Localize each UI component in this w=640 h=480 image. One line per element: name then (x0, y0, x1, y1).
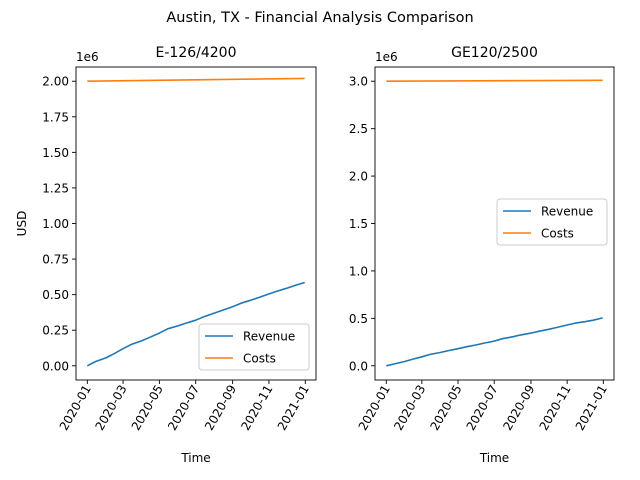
legend-label-costs: Costs (243, 352, 276, 366)
y-tick-label: 1.25 (42, 181, 69, 195)
y-tick-label: 0.50 (42, 288, 69, 302)
x-tick-label: 2020-09 (202, 383, 239, 433)
y-tick-label: 0.00 (42, 359, 69, 373)
y-axis-label: USD (15, 211, 29, 237)
y-offset-label: 1e6 (76, 50, 99, 64)
y-tick-label: 1.5 (349, 217, 368, 231)
x-tick-label: 2020-11 (238, 383, 275, 433)
y-tick-label: 0.5 (349, 312, 368, 326)
x-tick-label: 2020-03 (92, 383, 129, 433)
y-tick-label: 2.5 (349, 122, 368, 136)
legend: Revenue Costs (496, 198, 608, 246)
y-tick-label: 3.0 (349, 75, 368, 89)
x-tick-label: 2020-05 (129, 383, 166, 433)
figure-suptitle: Austin, TX - Financial Analysis Comparis… (166, 10, 473, 26)
y-tick-label: 2.00 (42, 75, 69, 89)
x-tick-label: 2020-01 (57, 383, 94, 433)
y-tick-label: 1.00 (42, 217, 69, 231)
y-offset-label: 1e6 (375, 50, 398, 64)
y-tick-label: 1.75 (42, 110, 69, 124)
x-tick-label: 2021-01 (275, 383, 312, 433)
series-line-revenue (86, 281, 305, 367)
x-axis-label: Time (180, 451, 210, 465)
x-tick-label: 2021-01 (573, 383, 610, 433)
x-axis-label: Time (479, 451, 509, 465)
legend-label-revenue: Revenue (243, 330, 295, 344)
x-tick-label: 2020-01 (356, 383, 393, 433)
axes-title: E-126/4200 (156, 45, 237, 61)
x-tick-label: 2020-09 (500, 383, 537, 433)
y-tick-label: 0.25 (42, 324, 69, 338)
legend: Revenue Costs (198, 323, 310, 371)
panel-e126: E-126/4200 1e6 0.00 0.25 0.50 0.75 1.00 1.25 1.5… (15, 45, 317, 465)
x-tick-label: 2020-03 (391, 383, 428, 433)
series-line-costs (87, 77, 305, 82)
axes-frame (374, 66, 615, 381)
axes-title: GE120/2500 (451, 45, 538, 61)
series-line-costs (386, 79, 603, 82)
legend-label-revenue: Revenue (541, 205, 593, 219)
x-tick-label: 2020-07 (165, 383, 202, 433)
legend-label-costs: Costs (541, 227, 574, 241)
series-line-revenue (386, 317, 603, 367)
y-tick-label: 1.50 (42, 146, 69, 160)
axes-frame (75, 66, 317, 381)
y-tick-label: 1.0 (349, 264, 368, 278)
y-tick-label: 0.75 (42, 253, 69, 267)
panel-ge120: GE120/2500 1e6 0.0 0.5 1.0 1.5 2.0 2.5 3.0 2020-0… (349, 45, 615, 465)
x-tick-label: 2020-11 (537, 383, 574, 433)
x-tick-label: 2020-07 (464, 383, 501, 433)
y-tick-label: 2.0 (349, 170, 368, 184)
x-tick-label: 2020-05 (427, 383, 464, 433)
y-tick-label: 0.0 (349, 359, 368, 373)
